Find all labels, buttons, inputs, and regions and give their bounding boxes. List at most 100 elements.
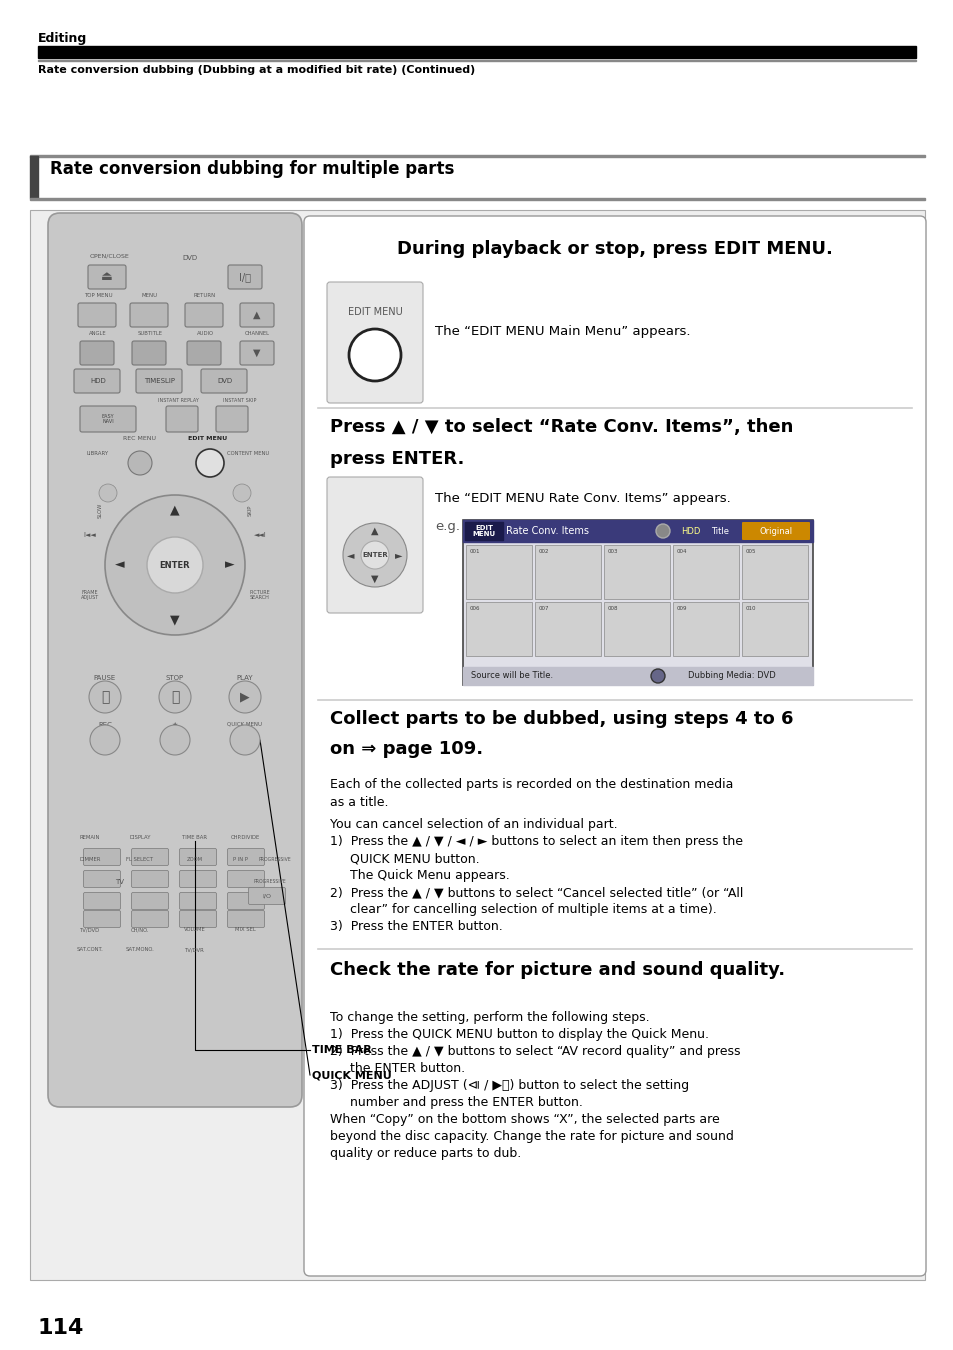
Circle shape <box>195 450 224 477</box>
Text: The “EDIT MENU Rate Conv. Items” appears.: The “EDIT MENU Rate Conv. Items” appears… <box>435 491 730 505</box>
Text: TV: TV <box>115 879 125 886</box>
Text: Dubbing Media: DVD: Dubbing Media: DVD <box>687 671 775 680</box>
Text: on ⇒ page 109.: on ⇒ page 109. <box>330 740 482 757</box>
Text: The Quick Menu appears.: The Quick Menu appears. <box>330 869 509 882</box>
Text: CHP.DIVIDE: CHP.DIVIDE <box>230 836 259 840</box>
Text: MENU: MENU <box>142 293 158 298</box>
Text: 004: 004 <box>677 549 687 553</box>
Bar <box>462 520 812 684</box>
Text: 003: 003 <box>607 549 618 553</box>
Text: ▲: ▲ <box>170 504 179 517</box>
Text: QUICK MENU button.: QUICK MENU button. <box>330 852 479 865</box>
Text: EDIT MENU: EDIT MENU <box>347 306 402 317</box>
FancyBboxPatch shape <box>132 871 169 887</box>
Text: PLAY: PLAY <box>236 675 253 680</box>
Text: TIME BAR: TIME BAR <box>182 836 208 840</box>
Circle shape <box>160 725 190 755</box>
Circle shape <box>360 541 389 568</box>
FancyBboxPatch shape <box>304 216 925 1276</box>
Circle shape <box>343 522 407 587</box>
Text: 2)  Press the ▲ / ▼ buttons to select “AV record quality” and press: 2) Press the ▲ / ▼ buttons to select “AV… <box>330 1045 740 1058</box>
Text: I/O: I/O <box>262 894 272 899</box>
FancyBboxPatch shape <box>48 213 302 1107</box>
Text: EDIT MENU: EDIT MENU <box>188 436 228 441</box>
Text: 3)  Press the ENTER button.: 3) Press the ENTER button. <box>330 919 502 933</box>
Text: Each of the collected parts is recorded on the destination media
as a title.: Each of the collected parts is recorded … <box>330 778 733 809</box>
Text: 001: 001 <box>470 549 480 553</box>
Circle shape <box>159 680 191 713</box>
Text: VOLUME: VOLUME <box>184 927 206 931</box>
Text: ⏏: ⏏ <box>101 270 112 284</box>
Circle shape <box>128 451 152 475</box>
FancyBboxPatch shape <box>179 849 216 865</box>
FancyBboxPatch shape <box>78 302 116 327</box>
Text: HDD: HDD <box>680 526 700 536</box>
Text: press ENTER.: press ENTER. <box>330 450 464 468</box>
FancyBboxPatch shape <box>240 342 274 365</box>
Text: 1)  Press the QUICK MENU button to display the Quick Menu.: 1) Press the QUICK MENU button to displa… <box>330 1027 708 1041</box>
Circle shape <box>349 329 400 381</box>
Bar <box>672 602 739 656</box>
Circle shape <box>89 680 121 713</box>
Text: 010: 010 <box>745 606 756 612</box>
FancyBboxPatch shape <box>227 871 264 887</box>
Text: 1)  Press the ▲ / ▼ / ◄ / ► buttons to select an item then press the: 1) Press the ▲ / ▼ / ◄ / ► buttons to se… <box>330 836 742 848</box>
Text: PAUSE: PAUSE <box>93 675 116 680</box>
FancyBboxPatch shape <box>185 302 223 327</box>
Text: ►: ► <box>225 559 234 571</box>
FancyBboxPatch shape <box>84 910 120 927</box>
Text: SAT.MONO.: SAT.MONO. <box>126 946 154 952</box>
Bar <box>741 545 807 599</box>
FancyBboxPatch shape <box>88 265 126 289</box>
Bar <box>462 667 812 684</box>
Text: When “Copy” on the bottom shows “X”, the selected parts are: When “Copy” on the bottom shows “X”, the… <box>330 1112 719 1126</box>
Text: AUDIO: AUDIO <box>196 331 213 336</box>
Text: REMAIN: REMAIN <box>80 836 100 840</box>
Text: ▼: ▼ <box>371 574 378 585</box>
FancyBboxPatch shape <box>248 887 285 905</box>
Text: Press ▲ / ▼ to select “Rate Conv. Items”, then: Press ▲ / ▼ to select “Rate Conv. Items”… <box>330 418 793 436</box>
FancyBboxPatch shape <box>179 871 216 887</box>
Text: ▲: ▲ <box>371 526 378 536</box>
FancyBboxPatch shape <box>179 892 216 910</box>
Text: Editing: Editing <box>38 32 87 45</box>
Text: ►: ► <box>395 549 402 560</box>
Text: INSTANT REPLAY: INSTANT REPLAY <box>157 398 198 404</box>
FancyBboxPatch shape <box>132 849 169 865</box>
Bar <box>603 602 669 656</box>
Text: I◄◄: I◄◄ <box>84 532 96 539</box>
Bar <box>672 545 739 599</box>
Bar <box>465 602 532 656</box>
Bar <box>741 602 807 656</box>
Text: TV/DVR: TV/DVR <box>185 946 205 952</box>
Text: SKIP: SKIP <box>247 505 253 516</box>
Text: FL SELECT: FL SELECT <box>127 857 153 863</box>
Text: DISPLAY: DISPLAY <box>129 836 151 840</box>
Text: Source will be Title.: Source will be Title. <box>471 671 553 680</box>
Text: SUBTITLE: SUBTITLE <box>137 331 162 336</box>
FancyBboxPatch shape <box>80 406 136 432</box>
Text: Collect parts to be dubbed, using steps 4 to 6: Collect parts to be dubbed, using steps … <box>330 710 793 728</box>
Text: P IN P: P IN P <box>233 857 247 863</box>
Text: CH/NO.: CH/NO. <box>131 927 149 931</box>
Text: DIMMER: DIMMER <box>79 857 101 863</box>
Text: Original: Original <box>759 526 792 536</box>
Bar <box>535 545 600 599</box>
FancyBboxPatch shape <box>215 406 248 432</box>
Text: 009: 009 <box>677 606 687 612</box>
Text: ▲: ▲ <box>253 310 260 320</box>
Text: 008: 008 <box>607 606 618 612</box>
Circle shape <box>90 725 120 755</box>
Bar <box>30 157 38 198</box>
FancyBboxPatch shape <box>741 522 809 540</box>
Text: QUICK MENU: QUICK MENU <box>312 1071 392 1080</box>
FancyBboxPatch shape <box>132 892 169 910</box>
FancyBboxPatch shape <box>227 910 264 927</box>
Text: ENTER: ENTER <box>159 560 190 570</box>
Text: 3)  Press the ADJUST (⧏ / ▶⏸) button to select the setting: 3) Press the ADJUST (⧏ / ▶⏸) button to s… <box>330 1079 688 1092</box>
Text: Rate conversion dubbing (Dubbing at a modified bit rate) (Continued): Rate conversion dubbing (Dubbing at a mo… <box>38 65 475 76</box>
Circle shape <box>230 725 260 755</box>
Text: quality or reduce parts to dub.: quality or reduce parts to dub. <box>330 1148 520 1160</box>
Text: PROGRESSIVE: PROGRESSIVE <box>253 879 286 884</box>
FancyBboxPatch shape <box>84 871 120 887</box>
